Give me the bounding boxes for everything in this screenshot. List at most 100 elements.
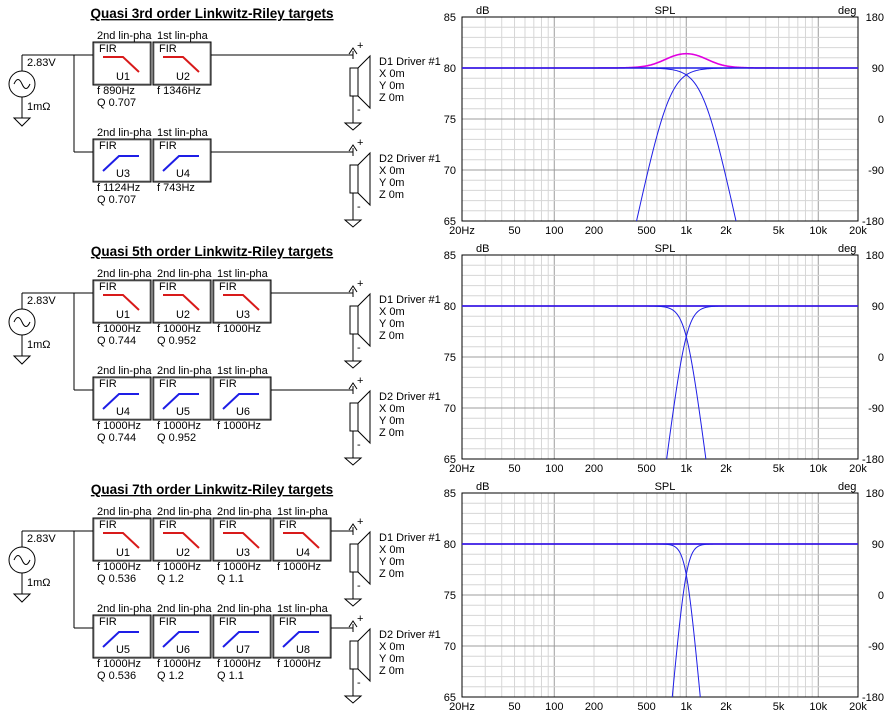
plus-marker: + — [357, 516, 363, 528]
driver-z: Z 0m — [379, 427, 404, 439]
fir-label: FIR — [159, 140, 177, 152]
filter-type-label: 2nd lin-pha — [217, 506, 272, 518]
driver-2[interactable]: + - D2 Driver #1X 0mY 0mZ 0m — [343, 613, 441, 704]
y-left-tick-label: 65 — [444, 216, 456, 228]
circuit-section-2: Quasi 5th order Linkwitz-Riley targets 2.… — [8, 244, 441, 466]
highpass-curve-icon — [282, 631, 319, 648]
driver-y: Y 0m — [379, 653, 404, 665]
lowpass-curve-icon — [103, 56, 140, 73]
q-factor: Q 0.952 — [157, 335, 196, 347]
block-id: U5 — [176, 406, 190, 418]
q-factor: Q 0.952 — [157, 432, 196, 444]
driver-z: Z 0m — [379, 92, 404, 104]
y-right-tick-label: 180 — [866, 12, 884, 24]
q-factor: Q 1.2 — [157, 670, 184, 682]
spl-plot-2[interactable]: 20Hz 50 100 200 500 1k 2k 5k 10k 20k 85 80 75 70 65 180… — [444, 243, 884, 510]
fir-label: FIR — [279, 519, 297, 531]
terminal-arrow-icon — [348, 47, 358, 55]
y-left-tick-label: 85 — [444, 12, 456, 24]
cutoff-frequency: f 1000Hz — [157, 420, 201, 432]
fir-label: FIR — [159, 378, 177, 390]
block-id: U7 — [236, 644, 250, 656]
highpass-curve-icon — [102, 393, 139, 410]
cutoff-frequency: f 890Hz — [97, 85, 135, 97]
driver-1[interactable]: + - D1 Driver #1X 0mY 0mZ 0m — [343, 40, 441, 131]
fir-box — [92, 41, 152, 86]
x-tick-label: 2k — [720, 225, 732, 237]
terminal-arrow-icon — [348, 144, 358, 152]
fir-box — [212, 376, 272, 421]
driver-name: D2 Driver #1 — [379, 153, 441, 165]
terminal-arrow-icon — [348, 523, 358, 531]
filter-type-label: 2nd lin-pha — [97, 30, 152, 42]
fir-label: FIR — [99, 140, 117, 152]
ground-icon — [12, 355, 32, 365]
ground-icon — [343, 360, 363, 369]
voltage-source[interactable]: 2.83V 1mΩ — [8, 531, 56, 603]
x-tick-label: 200 — [585, 701, 603, 713]
block-id: U2 — [176, 309, 190, 321]
ground-icon — [343, 219, 363, 228]
x-tick-label: 20Hz — [449, 463, 475, 475]
highpass-curve-icon — [162, 155, 199, 172]
driver-x: X 0m — [379, 544, 405, 556]
block-id: U8 — [296, 644, 310, 656]
x-tick-label: 500 — [637, 701, 655, 713]
driver-2[interactable]: + - D2 Driver #1X 0mY 0mZ 0m — [343, 137, 441, 228]
fir-label: FIR — [219, 616, 237, 628]
voltage-source[interactable]: 2.83V 1mΩ — [8, 293, 56, 365]
sine-icon — [13, 317, 31, 327]
spl-plot-3[interactable]: 20Hz 50 100 200 500 1k 2k 5k 10k 20k 85 80 75 70 65 180… — [444, 481, 884, 715]
cutoff-frequency: f 1124Hz — [97, 182, 140, 194]
y-left-tick-label: 75 — [444, 114, 456, 126]
x-tick-label: 10k — [809, 701, 827, 713]
driver-name: D1 Driver #1 — [379, 56, 441, 68]
filter-type-label: 1st lin-pha — [277, 506, 329, 518]
x-tick-label: 10k — [809, 225, 827, 237]
x-tick-label: 100 — [545, 225, 563, 237]
driver-2[interactable]: + - D2 Driver #1X 0mY 0mZ 0m — [343, 375, 441, 466]
block-id: U1 — [116, 71, 130, 83]
cutoff-frequency: f 1346Hz — [157, 85, 201, 97]
lowpass-curve-icon — [223, 294, 260, 311]
block-id: U4 — [296, 547, 310, 559]
fir-box-inner — [273, 518, 331, 561]
fir-box — [92, 614, 152, 659]
y-right-tick-label: 90 — [872, 539, 884, 551]
fir-label: FIR — [159, 43, 177, 55]
lowpass-curve-icon — [283, 532, 320, 549]
fir-label: FIR — [99, 43, 117, 55]
driver-name: D2 Driver #1 — [379, 629, 441, 641]
voltage-source[interactable]: 2.83V 1mΩ — [8, 55, 56, 127]
source-voltage: 2.83V — [27, 295, 56, 307]
lowpass-curve-icon — [103, 294, 140, 311]
cutoff-frequency: f 1000Hz — [277, 561, 321, 573]
x-tick-label: 20k — [849, 463, 867, 475]
spl-plot-1[interactable]: 20Hz 50 100 200 500 1k 2k 5k 10k 20k 85 80 75 70 65 180… — [444, 5, 884, 272]
block-id: U1 — [116, 547, 130, 559]
block-id: U2 — [176, 547, 190, 559]
driver-x: X 0m — [379, 403, 405, 415]
driver-1[interactable]: + - D1 Driver #1X 0mY 0mZ 0m — [343, 278, 441, 369]
plus-marker: + — [357, 137, 363, 149]
highpass-curve-icon — [162, 393, 199, 410]
driver-1[interactable]: + - D1 Driver #1X 0mY 0mZ 0m — [343, 516, 441, 607]
